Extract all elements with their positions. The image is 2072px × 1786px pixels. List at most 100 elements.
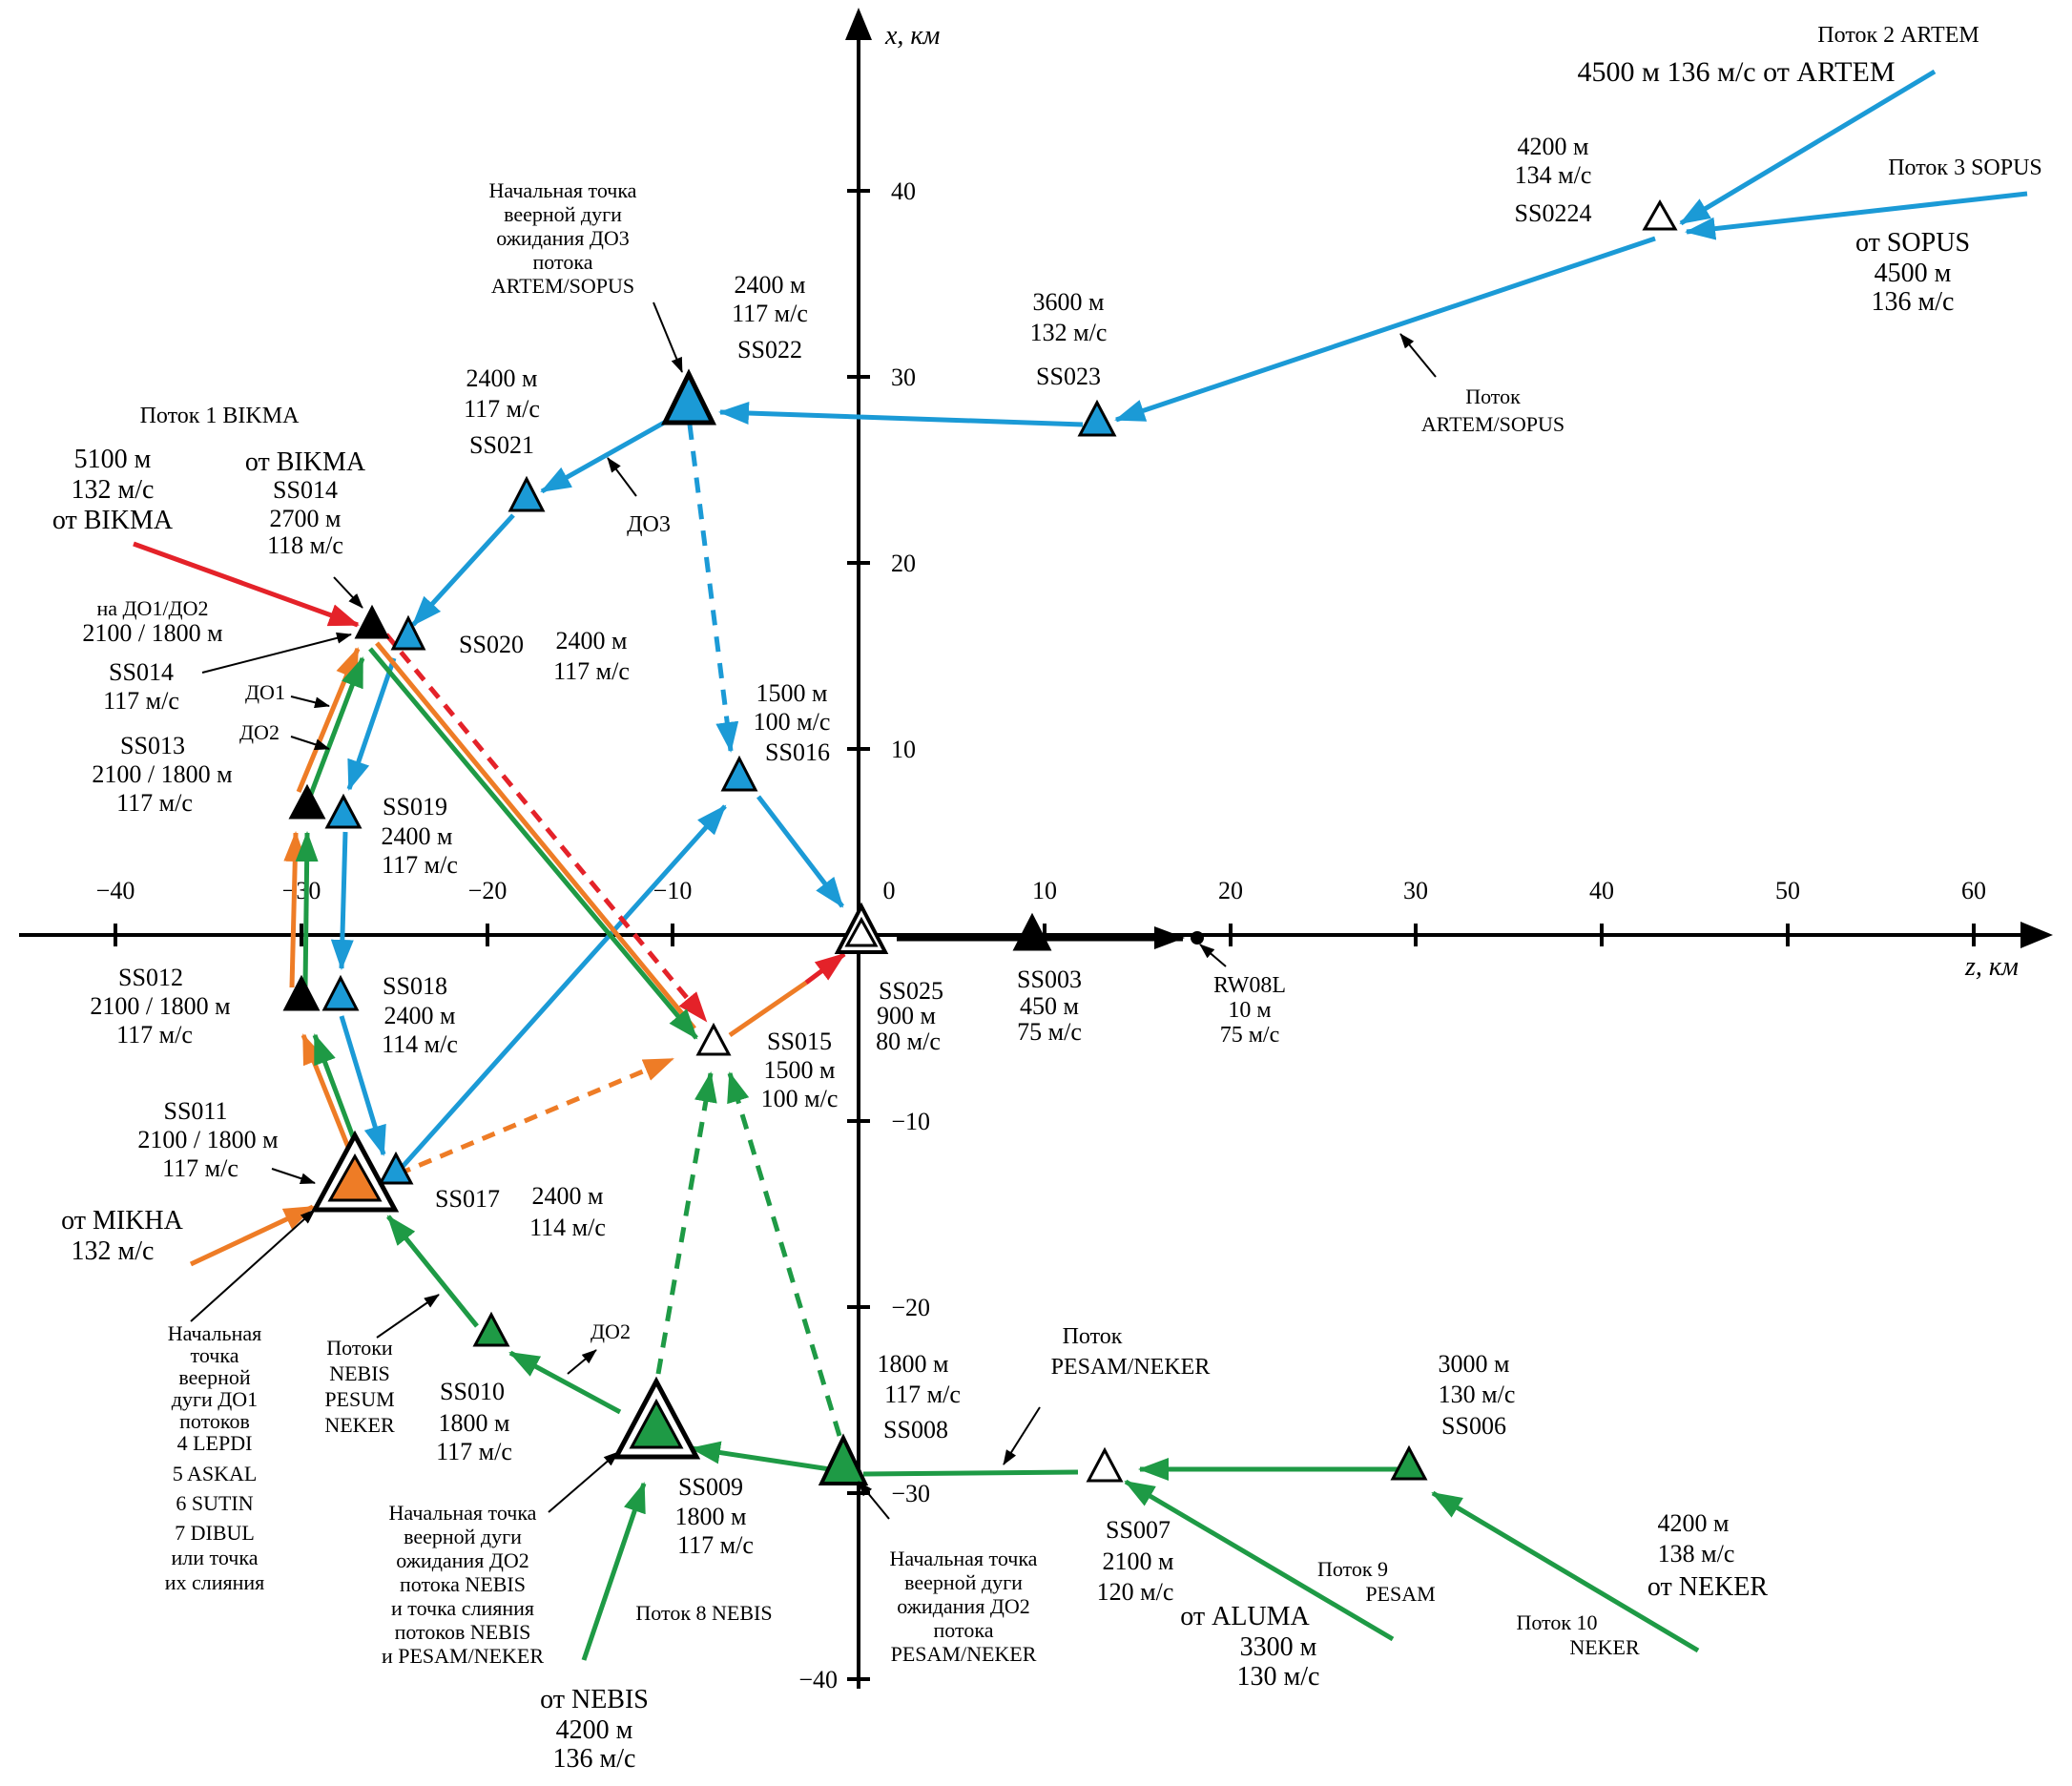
svg-text:веерной дуги: веерной дуги	[404, 1525, 522, 1548]
neker-entry-label: 4200 м 138 м/с от NEKER	[1647, 1509, 1769, 1602]
svg-text:дуги ДО1: дуги ДО1	[172, 1387, 258, 1411]
leader-ss011	[271, 1168, 316, 1184]
leader-streams-nebis	[376, 1294, 440, 1339]
rw08l-point-icon	[1191, 931, 1204, 945]
route-ss012-ss013-green	[295, 831, 319, 988]
svg-text:от SOPUS: от SOPUS	[1855, 228, 1970, 258]
svg-text:117 м/с: 117 м/с	[732, 300, 808, 327]
route-ss015-ss025-red-head	[804, 952, 846, 985]
svg-text:Поток 9: Поток 9	[1317, 1557, 1388, 1581]
ss016-triangle-icon	[720, 755, 758, 792]
svg-text:4200 м: 4200 м	[1518, 133, 1589, 160]
svg-text:2100 м: 2100 м	[1103, 1547, 1174, 1575]
ss022-label: 2400 м 117 м/с SS022	[732, 271, 808, 363]
svg-text:900 м: 900 м	[877, 1002, 936, 1029]
svg-text:Поток: Поток	[1465, 384, 1521, 408]
leader-ss014-top	[333, 576, 363, 609]
do2-fan-start-nebis-label: Начальная точка веерной дуги ожидания ДО…	[382, 1501, 544, 1668]
svg-text:и точка слияния: и точка слияния	[391, 1596, 534, 1620]
svg-text:3300 м: 3300 м	[1240, 1632, 1317, 1662]
svg-text:Поток: Поток	[1063, 1324, 1123, 1349]
svg-text:от BIKMA: от BIKMA	[52, 506, 174, 535]
route-ss022-ss021	[540, 415, 674, 494]
svg-text:2700 м: 2700 м	[270, 505, 342, 532]
ss020-triangle-icon	[390, 614, 426, 651]
svg-text:5 ASKAL: 5 ASKAL	[173, 1462, 258, 1485]
streams-nebis-label: Потоки NEBIS PESUM NEKER	[324, 1336, 395, 1437]
svg-text:132 м/с: 132 м/с	[1030, 319, 1108, 346]
svg-text:117 м/с: 117 м/с	[884, 1381, 961, 1408]
leader-ss014-side	[201, 632, 352, 674]
nebis-flow-name: Поток 8 NEBIS	[635, 1601, 772, 1625]
ss006-triangle-icon	[1390, 1444, 1428, 1481]
ss012-label: SS012 2100 / 1800 м 117 м/с	[90, 964, 230, 1049]
svg-text:SS014: SS014	[109, 658, 174, 686]
svg-text:100 м/с: 100 м/с	[754, 708, 831, 736]
route-ss010-ss011	[386, 1215, 479, 1328]
svg-text:SS0224: SS0224	[1515, 199, 1592, 227]
svg-text:SS013: SS013	[120, 732, 185, 759]
route-ss012-ss013-orange	[283, 831, 307, 988]
svg-text:2400 м: 2400 м	[532, 1182, 604, 1210]
ss016-label: 1500 м 100 м/с SS016	[754, 679, 831, 766]
ss021-triangle-icon	[508, 475, 546, 512]
blue-routes	[330, 69, 2028, 1171]
route-ss008-ss009	[690, 1441, 831, 1472]
svg-text:4200 м: 4200 м	[1658, 1509, 1730, 1537]
svg-text:SS017: SS017	[435, 1185, 500, 1213]
route-ss014-ss015-dashed	[384, 633, 708, 1023]
bikma-flow-name: Поток 1 BIKMA	[140, 404, 300, 428]
z-axis-arrow-icon	[2020, 922, 2053, 948]
axes	[19, 36, 2022, 1689]
svg-text:SS009: SS009	[678, 1473, 743, 1501]
svg-text:2400 м: 2400 м	[735, 271, 806, 299]
route-ss022-ss016-dashed	[687, 424, 739, 753]
x-tick-label: 40	[891, 177, 916, 205]
svg-text:136 м/с: 136 м/с	[1872, 287, 1955, 317]
svg-text:136 м/с: 136 м/с	[553, 1744, 636, 1774]
leader-do3	[607, 457, 637, 497]
svg-text:117 м/с: 117 м/с	[464, 395, 540, 423]
svg-text:Поток 10: Поток 10	[1516, 1610, 1597, 1634]
svg-text:ожидания ДО2: ожидания ДО2	[897, 1594, 1029, 1618]
ss025-label: SS025 900 м 80 м/с	[876, 977, 943, 1055]
svg-text:веерной дуги: веерной дуги	[904, 1570, 1023, 1594]
ss023-label: 3600 м 132 м/с SS023	[1030, 288, 1108, 390]
svg-text:SS023: SS023	[1036, 363, 1101, 390]
ss0224-label: 4200 м 134 м/с SS0224	[1515, 133, 1592, 227]
svg-text:Начальная: Начальная	[168, 1321, 261, 1345]
route-ss015-ss025-orange	[728, 980, 808, 1038]
svg-text:от ALUMA: от ALUMA	[1180, 1602, 1310, 1631]
svg-text:на ДО1/ДО2: на ДО1/ДО2	[97, 596, 209, 620]
x-tick-label: 10	[891, 736, 916, 763]
do2-low-label: ДО2	[591, 1319, 631, 1343]
ss014-triangle-icon	[354, 604, 390, 639]
svg-text:NEBIS: NEBIS	[329, 1361, 390, 1385]
ss018-label: SS018 2400 м 114 м/с	[382, 972, 458, 1058]
ss015-triangle-icon	[695, 1022, 732, 1056]
mikha-entry-label: от MIKHA 132 м/с	[61, 1206, 184, 1266]
z-tick-label: 30	[1403, 877, 1428, 904]
svg-text:100 м/с: 100 м/с	[761, 1085, 839, 1112]
ss023-triangle-icon	[1077, 399, 1117, 437]
svg-text:или точка: или точка	[172, 1546, 259, 1569]
ss003-triangle-icon	[1012, 912, 1052, 951]
svg-text:117 м/с: 117 м/с	[162, 1154, 238, 1182]
route-ss014-ss015-green	[368, 647, 698, 1040]
z-tick-labels: −40 −30 −20 −10 0 10 20 30 40 50 60	[96, 877, 1986, 904]
svg-text:веерной: веерной	[178, 1365, 251, 1389]
svg-text:SS022: SS022	[737, 336, 802, 363]
ss007-triangle-icon	[1086, 1446, 1124, 1483]
ss007-label: SS007 2100 м 120 м/с	[1097, 1516, 1174, 1606]
svg-text:80 м/с: 80 м/с	[876, 1028, 941, 1055]
x-tick-label: 20	[891, 550, 916, 577]
leader-lines	[190, 301, 1437, 1520]
svg-text:SS016: SS016	[765, 738, 830, 766]
red-routes	[133, 541, 708, 1023]
route-aluma-ss007	[1124, 1479, 1395, 1642]
svg-text:ожидания ДО3: ожидания ДО3	[496, 226, 629, 250]
nebis-entry-label: от NEBIS 4200 м 136 м/с	[540, 1685, 649, 1774]
pesam-flow-name: Поток 9 PESAM	[1317, 1557, 1436, 1606]
ss006-label: 3000 м 130 м/с SS006	[1439, 1350, 1516, 1440]
